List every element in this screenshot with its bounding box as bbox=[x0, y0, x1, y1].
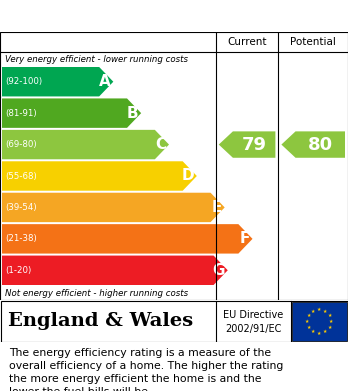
Polygon shape bbox=[2, 161, 197, 191]
Text: The energy efficiency rating is a measure of the
overall efficiency of a home. T: The energy efficiency rating is a measur… bbox=[9, 348, 283, 391]
Bar bbox=[292, 302, 347, 341]
Text: (55-68): (55-68) bbox=[5, 172, 37, 181]
Polygon shape bbox=[2, 99, 141, 128]
Text: (1-20): (1-20) bbox=[5, 266, 31, 275]
Text: A: A bbox=[98, 74, 110, 89]
Text: England & Wales: England & Wales bbox=[8, 312, 193, 330]
Text: ★: ★ bbox=[317, 307, 322, 312]
Text: Not energy efficient - higher running costs: Not energy efficient - higher running co… bbox=[5, 289, 188, 298]
Text: Potential: Potential bbox=[290, 37, 336, 47]
Polygon shape bbox=[2, 130, 169, 159]
Text: ★: ★ bbox=[317, 331, 322, 336]
Text: ★: ★ bbox=[323, 308, 327, 314]
Text: Current: Current bbox=[227, 37, 267, 47]
Polygon shape bbox=[2, 67, 113, 97]
Text: G: G bbox=[212, 263, 225, 278]
Text: ★: ★ bbox=[311, 308, 316, 314]
Text: 2002/91/EC: 2002/91/EC bbox=[225, 324, 281, 334]
Text: ★: ★ bbox=[305, 319, 309, 324]
Text: 79: 79 bbox=[242, 136, 267, 154]
Polygon shape bbox=[2, 256, 228, 285]
Text: E: E bbox=[211, 200, 222, 215]
Text: F: F bbox=[239, 231, 250, 246]
Text: D: D bbox=[181, 169, 194, 183]
Text: (81-91): (81-91) bbox=[5, 109, 37, 118]
Text: 80: 80 bbox=[308, 136, 333, 154]
Text: (39-54): (39-54) bbox=[5, 203, 37, 212]
Text: B: B bbox=[127, 106, 138, 121]
Polygon shape bbox=[2, 193, 225, 222]
Text: ★: ★ bbox=[327, 325, 332, 330]
Text: C: C bbox=[155, 137, 166, 152]
Polygon shape bbox=[219, 131, 275, 158]
Text: (21-38): (21-38) bbox=[5, 234, 37, 243]
Text: (69-80): (69-80) bbox=[5, 140, 37, 149]
Text: ★: ★ bbox=[327, 313, 332, 318]
Text: ★: ★ bbox=[329, 319, 333, 324]
Text: ★: ★ bbox=[311, 329, 316, 334]
Text: Very energy efficient - lower running costs: Very energy efficient - lower running co… bbox=[5, 54, 188, 63]
Text: Energy Efficiency Rating: Energy Efficiency Rating bbox=[9, 9, 230, 23]
Text: ★: ★ bbox=[307, 325, 311, 330]
Text: EU Directive: EU Directive bbox=[223, 310, 283, 320]
Text: (92-100): (92-100) bbox=[5, 77, 42, 86]
Text: ★: ★ bbox=[307, 313, 311, 318]
Polygon shape bbox=[2, 224, 253, 254]
Text: ★: ★ bbox=[323, 329, 327, 334]
Polygon shape bbox=[282, 131, 345, 158]
